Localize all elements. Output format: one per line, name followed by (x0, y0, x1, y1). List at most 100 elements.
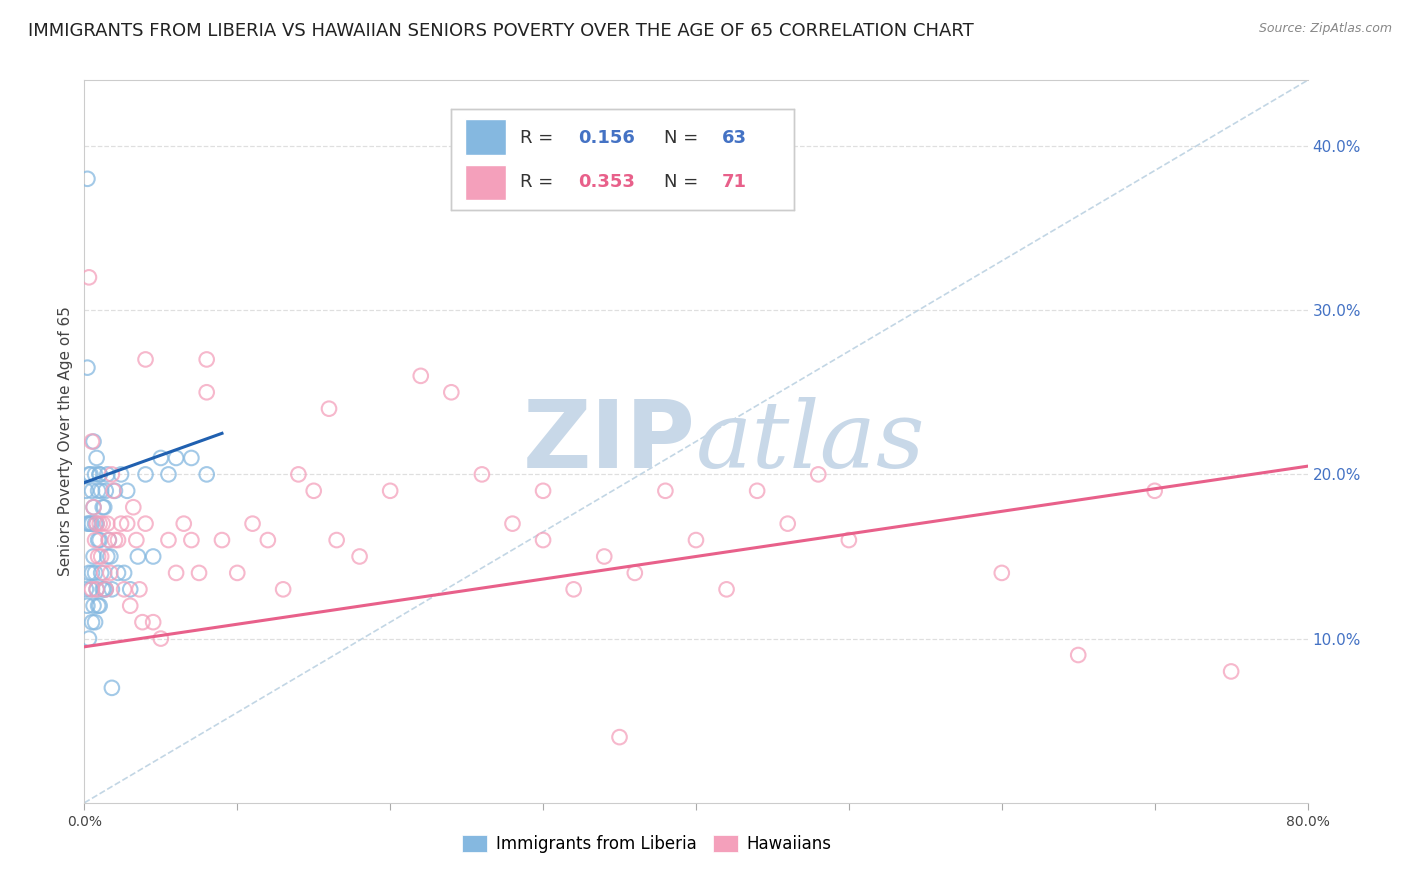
Point (776, 516, 799, 531)
Point (98, 566, 121, 580)
Point (84, 533, 107, 547)
Point (84, 516, 107, 531)
Point (685, 533, 707, 547)
Text: ZIP: ZIP (523, 395, 696, 488)
Point (77, 270, 100, 285)
Point (76, 171, 98, 186)
Point (96, 467, 118, 482)
Point (87, 533, 110, 547)
Point (135, 467, 157, 482)
Point (747, 483, 769, 498)
Point (86, 450, 108, 465)
Point (77, 566, 100, 580)
Point (84, 467, 107, 482)
Point (90, 566, 112, 580)
Point (89, 467, 111, 482)
Point (86, 582, 108, 597)
Point (101, 681, 124, 695)
Point (716, 582, 738, 597)
Point (593, 549, 616, 564)
Text: IMMIGRANTS FROM LIBERIA VS HAWAIIAN SENIORS POVERTY OVER THE AGE OF 65 CORRELATI: IMMIGRANTS FROM LIBERIA VS HAWAIIAN SENI… (28, 22, 974, 40)
Point (131, 615, 153, 630)
Point (380, 483, 402, 498)
Point (115, 483, 138, 498)
Point (91, 516, 114, 531)
Point (97, 533, 120, 547)
Point (115, 516, 138, 531)
Point (89, 467, 111, 482)
Point (89, 599, 111, 613)
Point (79, 467, 101, 482)
Point (807, 467, 830, 482)
Point (80, 516, 103, 531)
Point (142, 615, 165, 630)
Point (142, 549, 165, 564)
Point (165, 566, 187, 580)
Point (349, 549, 371, 564)
Point (104, 533, 127, 547)
Point (242, 516, 264, 531)
Point (120, 582, 142, 597)
Point (1143, 483, 1166, 498)
Point (107, 566, 129, 580)
Point (122, 500, 145, 515)
Point (211, 533, 233, 547)
Point (502, 516, 524, 531)
Point (77, 516, 100, 531)
Point (83, 549, 105, 564)
Point (101, 467, 124, 482)
Point (409, 368, 432, 383)
Point (98, 549, 121, 564)
Point (135, 516, 157, 531)
Point (654, 483, 676, 498)
Point (96, 549, 118, 564)
Point (1220, 665, 1243, 679)
Point (471, 467, 494, 482)
Point (80, 434, 103, 449)
Point (531, 533, 554, 547)
Point (157, 467, 180, 482)
Point (77, 632, 100, 646)
Point (173, 516, 195, 531)
Point (325, 533, 347, 547)
Point (90, 483, 112, 498)
Point (87, 549, 110, 564)
Point (89, 533, 111, 547)
Point (302, 483, 325, 498)
Point (104, 483, 127, 498)
Point (120, 599, 142, 613)
Point (94, 483, 117, 498)
Point (180, 533, 202, 547)
Point (188, 566, 211, 580)
Point (86, 516, 108, 531)
Point (112, 566, 135, 580)
Point (180, 450, 202, 465)
Point (80, 582, 103, 597)
Point (257, 533, 280, 547)
Legend: Immigrants from Liberia, Hawaiians: Immigrants from Liberia, Hawaiians (456, 828, 838, 860)
Point (89, 516, 111, 531)
Point (80, 615, 103, 630)
Point (93, 500, 115, 515)
Point (87, 483, 110, 498)
Point (76, 360, 98, 375)
Point (318, 401, 340, 416)
Point (76, 599, 98, 613)
Point (991, 566, 1014, 580)
Text: Source: ZipAtlas.com: Source: ZipAtlas.com (1258, 22, 1392, 36)
Point (125, 533, 148, 547)
Point (1067, 648, 1090, 662)
Point (149, 632, 172, 646)
Point (83, 500, 105, 515)
Y-axis label: Seniors Poverty Over the Age of 65: Seniors Poverty Over the Age of 65 (58, 307, 73, 576)
Point (79, 582, 101, 597)
Point (165, 450, 187, 465)
Point (531, 483, 554, 498)
Point (135, 352, 157, 367)
Point (195, 467, 218, 482)
Point (90, 549, 112, 564)
Point (87, 599, 110, 613)
Point (112, 582, 135, 597)
Point (96, 516, 118, 531)
Point (80, 483, 103, 498)
